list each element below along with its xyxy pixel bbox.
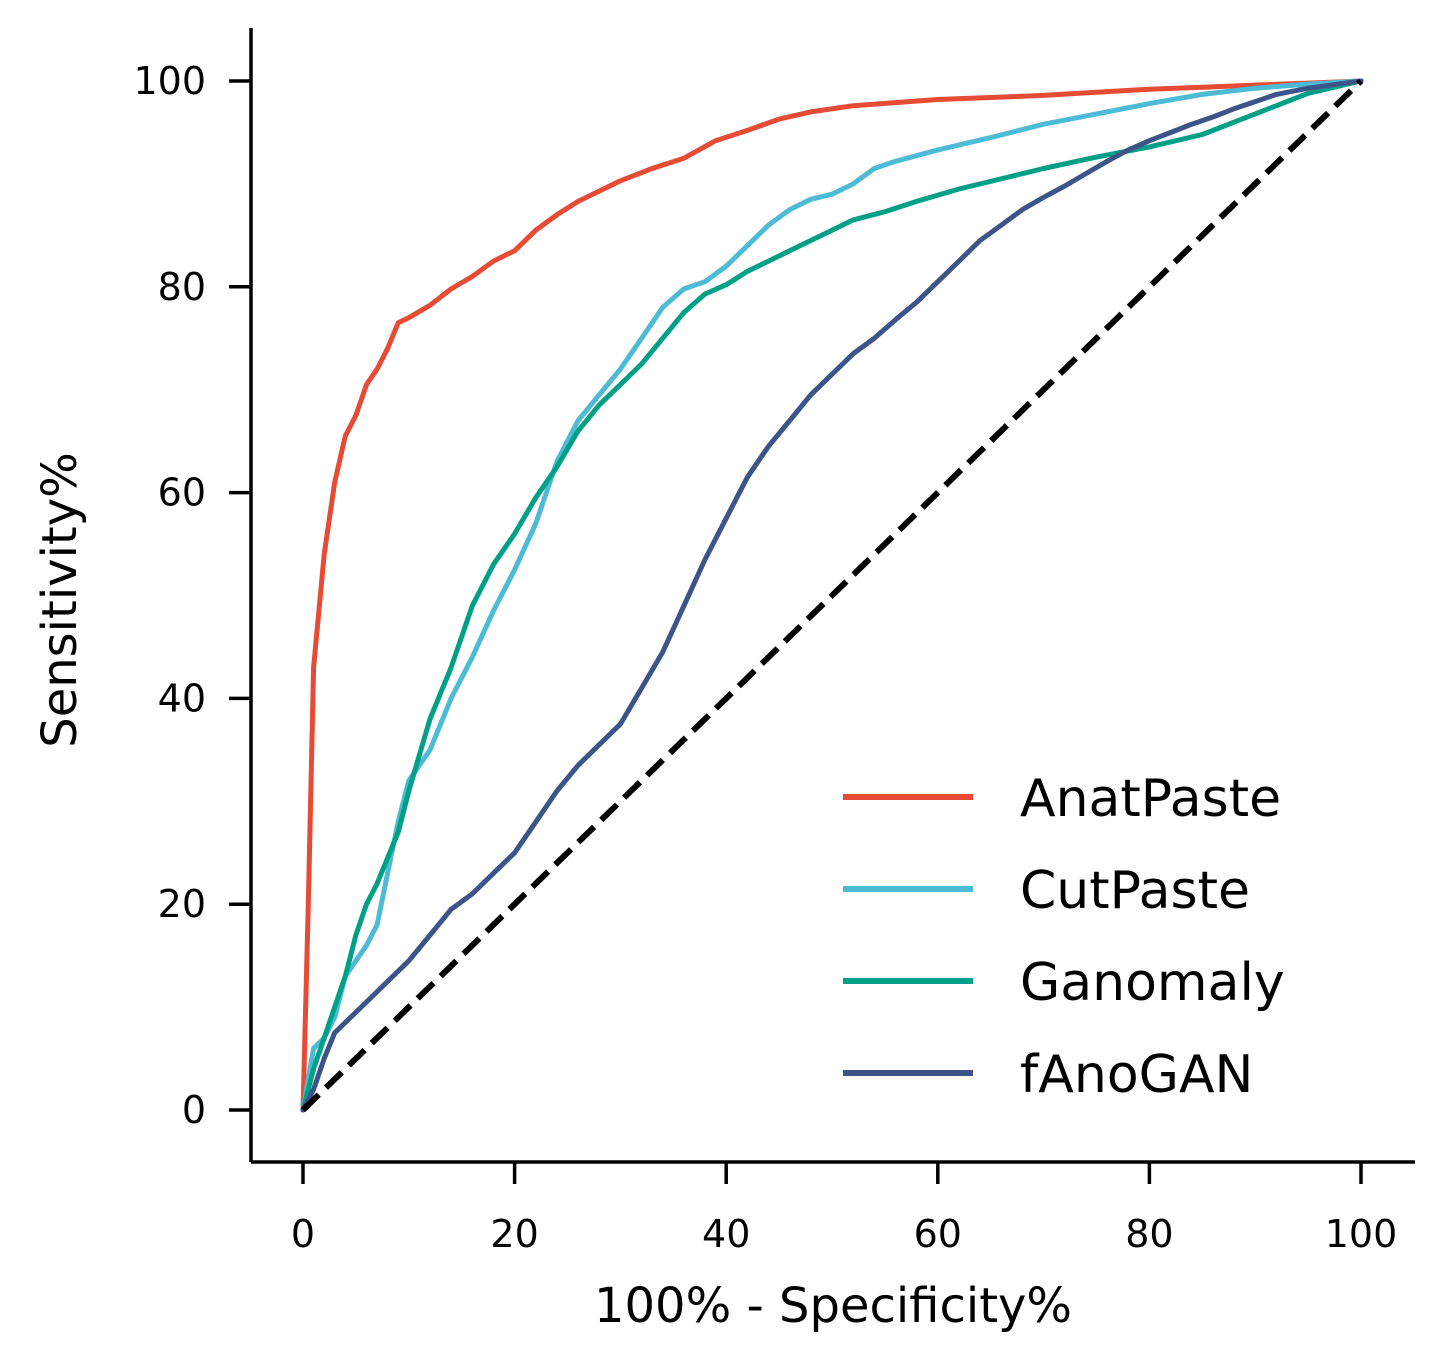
- x-tick-label: 0: [291, 1212, 315, 1256]
- y-tick-label: 20: [158, 882, 206, 926]
- x-tick-label: 60: [914, 1212, 962, 1256]
- legend-label-ganomaly: Ganomaly: [1020, 953, 1285, 1013]
- x-tick-label: 20: [490, 1212, 538, 1256]
- chance-diagonal-line: [300, 78, 1364, 1113]
- x-tick-label: 100: [1325, 1212, 1398, 1256]
- y-tick-label: 60: [158, 471, 206, 515]
- series-line-anatpaste: [300, 78, 1364, 1113]
- x-tick-label: 40: [702, 1212, 750, 1256]
- axes: [249, 28, 1415, 1164]
- y-tick-label: 0: [182, 1088, 206, 1132]
- y-tick-label: 100: [133, 59, 206, 103]
- plot-area: [300, 78, 1364, 1113]
- series-line-cutpaste: [300, 78, 1364, 1113]
- y-axis-label: Sensitivity%: [32, 452, 88, 748]
- x-axis-label: 100% - Specificity%: [594, 1278, 1072, 1334]
- legend-label-cutpaste: CutPaste: [1020, 861, 1250, 921]
- ticks: 0 20 40 60 80 100 0 20 40 60 80 100: [133, 59, 1397, 1256]
- series-line-fanogan: [300, 78, 1364, 1113]
- series-line-ganomaly: [300, 78, 1364, 1113]
- y-tick-label: 80: [158, 265, 206, 309]
- legend-label-anatpaste: AnatPaste: [1020, 769, 1281, 829]
- y-tick-label: 40: [158, 676, 206, 720]
- legend: AnatPaste CutPaste Ganomaly fAnoGAN: [843, 769, 1285, 1105]
- legend-label-fanogan: fAnoGAN: [1020, 1045, 1253, 1105]
- x-tick-label: 80: [1125, 1212, 1173, 1256]
